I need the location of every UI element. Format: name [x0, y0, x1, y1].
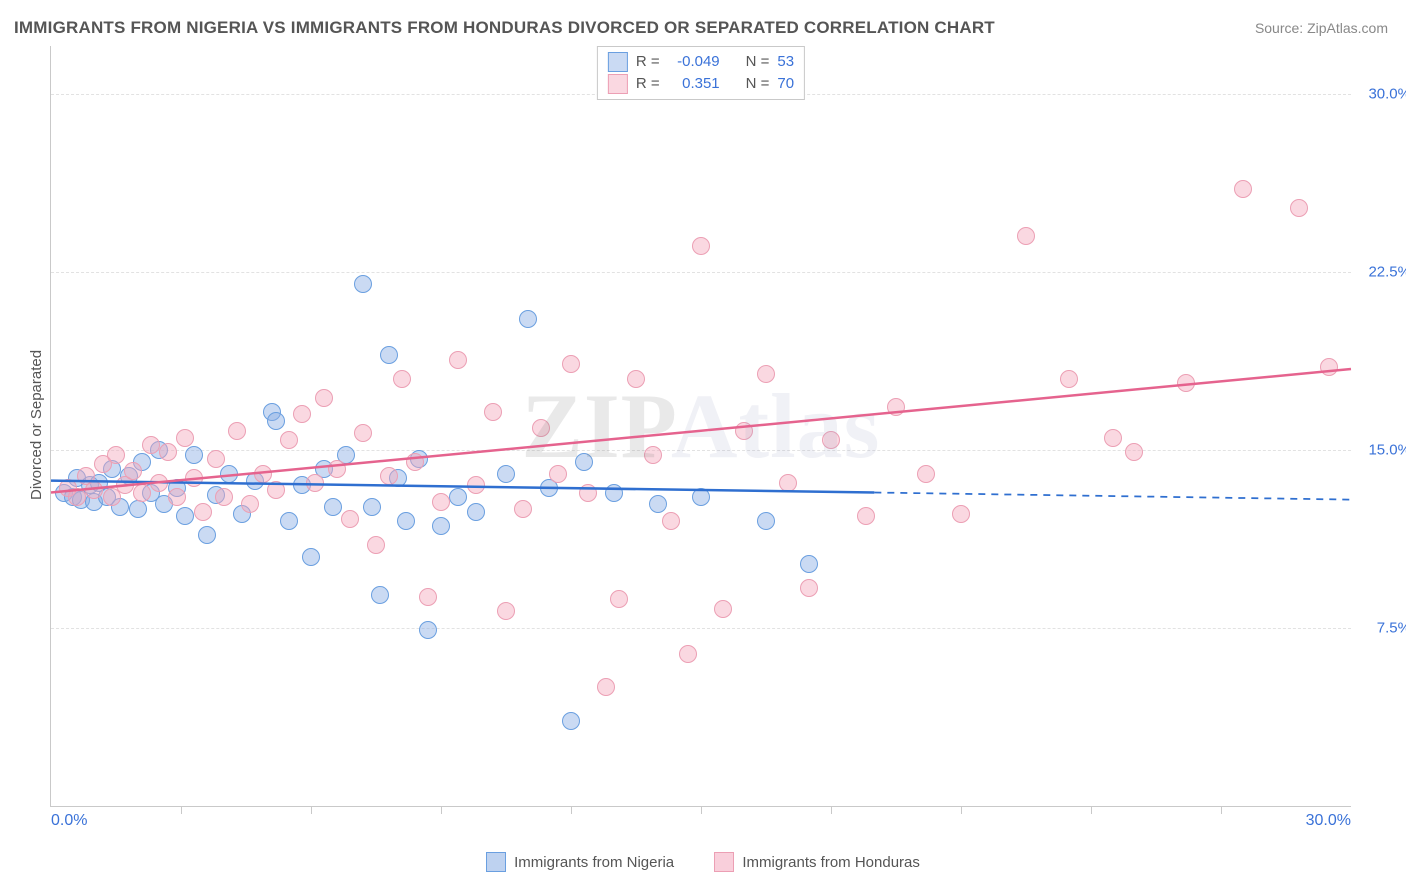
x-tick [441, 806, 442, 814]
trend-line-dashed [874, 493, 1351, 500]
x-tick [181, 806, 182, 814]
swatch-nigeria [608, 52, 628, 72]
legend-label: Immigrants from Honduras [742, 854, 920, 871]
n-label: N = [746, 73, 770, 95]
x-tick-label: 30.0% [1306, 812, 1351, 830]
scatter-plot-area: ZIPAtlas R = -0.049 N = 53 R = 0.351 N =… [50, 46, 1351, 807]
r-label: R = [636, 73, 660, 95]
legend-item-nigeria: Immigrants from Nigeria [486, 852, 674, 872]
trend-line-solid [51, 369, 1351, 493]
y-tick-label: 22.5% [1357, 263, 1406, 280]
x-tick [311, 806, 312, 814]
x-tick [571, 806, 572, 814]
swatch-nigeria-bottom [486, 852, 506, 872]
correlation-legend: R = -0.049 N = 53 R = 0.351 N = 70 [597, 46, 805, 100]
y-tick-label: 15.0% [1357, 441, 1406, 458]
x-tick-label: 0.0% [51, 812, 87, 830]
n-label: N = [746, 51, 770, 73]
trend-lines [51, 46, 1351, 806]
swatch-honduras [608, 74, 628, 94]
x-tick [831, 806, 832, 814]
r-label: R = [636, 51, 660, 73]
x-tick [961, 806, 962, 814]
n-value-honduras: 70 [777, 73, 794, 95]
x-tick [1221, 806, 1222, 814]
trend-line-solid [51, 481, 874, 493]
source-attribution: Source: ZipAtlas.com [1255, 20, 1388, 36]
y-axis-label: Divorced or Separated [28, 350, 45, 500]
swatch-honduras-bottom [714, 852, 734, 872]
legend-row-honduras: R = 0.351 N = 70 [608, 73, 794, 95]
r-value-honduras: 0.351 [668, 73, 720, 95]
x-tick [701, 806, 702, 814]
legend-item-honduras: Immigrants from Honduras [714, 852, 920, 872]
x-tick [1091, 806, 1092, 814]
r-value-nigeria: -0.049 [668, 51, 720, 73]
y-tick-label: 30.0% [1357, 85, 1406, 102]
chart-title: IMMIGRANTS FROM NIGERIA VS IMMIGRANTS FR… [14, 18, 995, 38]
n-value-nigeria: 53 [777, 51, 794, 73]
legend-label: Immigrants from Nigeria [514, 854, 674, 871]
legend-row-nigeria: R = -0.049 N = 53 [608, 51, 794, 73]
series-legend: Immigrants from Nigeria Immigrants from … [0, 852, 1406, 876]
y-tick-label: 7.5% [1357, 619, 1406, 636]
